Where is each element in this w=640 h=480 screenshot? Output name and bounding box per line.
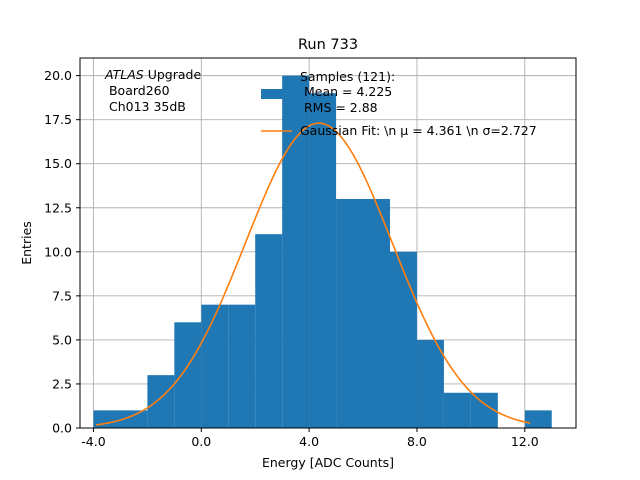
legend: Samples (121): Mean = 4.225 RMS = 2.88 G…: [261, 69, 537, 138]
atlas-annotation-line2: Board260: [105, 83, 170, 98]
x-axis-label: Energy [ADC Counts]: [262, 455, 394, 470]
histogram-bar-1: [147, 375, 175, 428]
chart-title: Run 733: [298, 37, 358, 53]
legend-samples-patch: [261, 89, 292, 99]
x-tick-label-4: 12.0: [511, 434, 539, 449]
atlas-italic: ATLAS: [104, 67, 144, 82]
histogram-bar-9: [390, 251, 417, 428]
legend-samples-line3: RMS = 2.88: [300, 100, 378, 115]
histogram-bar-8: [336, 198, 390, 428]
legend-samples-line1: Samples (121):: [300, 69, 395, 84]
legend-fit-label: Gaussian Fit: \n μ = 4.361 \n σ=2.727: [300, 123, 537, 138]
histogram-bar-7: [309, 93, 337, 428]
y-tick-label-5: 12.5: [44, 200, 72, 215]
y-tick-label-7: 17.5: [44, 112, 72, 127]
y-tick-label-8: 20.0: [44, 68, 72, 83]
x-tick-label-1: 0.0: [191, 434, 211, 449]
histogram-bar-6: [282, 75, 310, 428]
atlas-annotation: ATLAS Upgrade Board260 Ch013 35dB: [104, 67, 201, 114]
gaussian-fit-curve: [96, 122, 531, 426]
histogram-bar-4: [228, 304, 256, 428]
histogram-bar-11: [443, 392, 471, 428]
plot-frame: [79, 57, 577, 429]
x-tick-label-0: -4.0: [81, 434, 105, 449]
atlas-annotation-line3: Ch013 35dB: [105, 99, 186, 114]
y-tick-label-0: 0.0: [52, 421, 72, 436]
histogram-bar-14: [524, 410, 552, 428]
legend-samples-line2: Mean = 4.225: [300, 84, 392, 99]
x-axis-ticks: -4.0 0.0 4.0 8.0 12.0: [81, 428, 539, 449]
atlas-annotation-line1: ATLAS Upgrade: [104, 67, 201, 82]
y-tick-label-2: 5.0: [52, 332, 72, 347]
y-tick-label-6: 15.0: [44, 156, 72, 171]
y-tick-label-3: 7.5: [52, 288, 72, 303]
histogram-bar-3: [201, 304, 229, 428]
histogram-bars: [93, 75, 552, 428]
histogram-bar-10: [416, 339, 444, 428]
y-axis-ticks: 0.0 2.5 5.0 7.5 10.0 12.5 15.0 17.5 20.0: [44, 68, 80, 436]
y-axis-label: Entries: [19, 221, 34, 265]
histogram-bar-5: [255, 234, 283, 428]
histogram-bar-2: [174, 322, 202, 428]
x-tick-label-3: 8.0: [407, 434, 427, 449]
x-tick-label-2: 4.0: [299, 434, 319, 449]
atlas-upgrade: Upgrade: [144, 67, 202, 82]
y-tick-label-4: 10.0: [44, 244, 72, 259]
y-tick-label-1: 2.5: [52, 376, 72, 391]
